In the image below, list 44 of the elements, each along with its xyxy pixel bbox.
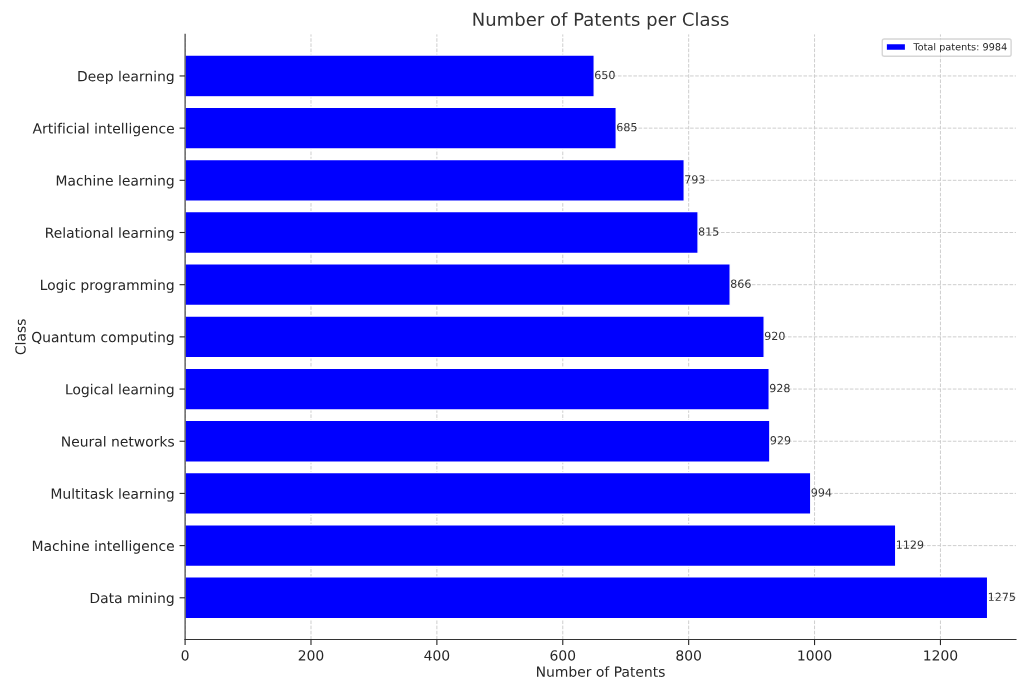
x-tick-label: 600	[550, 650, 576, 661]
data-label: 1275	[988, 592, 1015, 602]
y-tick-label: Relational learning	[46, 227, 174, 241]
y-tick-label: Logical learning	[66, 383, 174, 398]
bar	[185, 576, 989, 620]
y-tick-label: Deep learning	[78, 70, 174, 85]
x-tick-label: 1200	[924, 650, 958, 661]
bar	[185, 419, 771, 463]
y-tick-label: Neural networks	[62, 435, 174, 447]
x-tick-label: 400	[424, 650, 450, 661]
data-label: 1129	[896, 540, 924, 549]
x-tick-label: 1000	[798, 650, 832, 661]
bar	[185, 54, 595, 98]
legend-label: Total patents: 9984	[913, 42, 1007, 53]
data-label: 866	[730, 279, 751, 288]
data-label: 650	[595, 70, 615, 80]
data-label: 994	[811, 488, 832, 497]
data-label: 793	[685, 175, 705, 184]
bar	[185, 315, 765, 359]
y-tick-label: Multitask learning	[51, 488, 174, 502]
x-axis-title: Number of Patents	[537, 666, 665, 677]
data-label: 928	[769, 383, 790, 393]
x-tick-label: 800	[676, 650, 701, 661]
chart-title: Number of Patents per Class	[473, 12, 729, 30]
bar	[185, 158, 685, 202]
y-axis-title: Class	[15, 319, 26, 355]
bar	[185, 263, 731, 307]
bar	[185, 210, 699, 255]
bar	[185, 367, 770, 411]
y-tick-label: Machine intelligence	[32, 540, 174, 554]
y-tick-label: Quantum computing	[32, 331, 174, 346]
y-tick-label: Data mining	[90, 592, 174, 606]
bar	[185, 106, 617, 150]
data-label: 929	[770, 436, 791, 445]
y-tick-label: Logic programming	[41, 279, 174, 293]
data-label: 920	[764, 331, 785, 341]
data-label: 685	[617, 122, 637, 132]
bar	[185, 524, 897, 568]
x-tick-label: 200	[298, 650, 324, 661]
data-label: 815	[698, 227, 719, 236]
bar	[185, 471, 812, 515]
y-tick-label: Machine learning	[56, 175, 174, 189]
y-tick-label: Artificial intelligence	[32, 122, 174, 137]
x-tick-label: 0	[181, 650, 189, 661]
